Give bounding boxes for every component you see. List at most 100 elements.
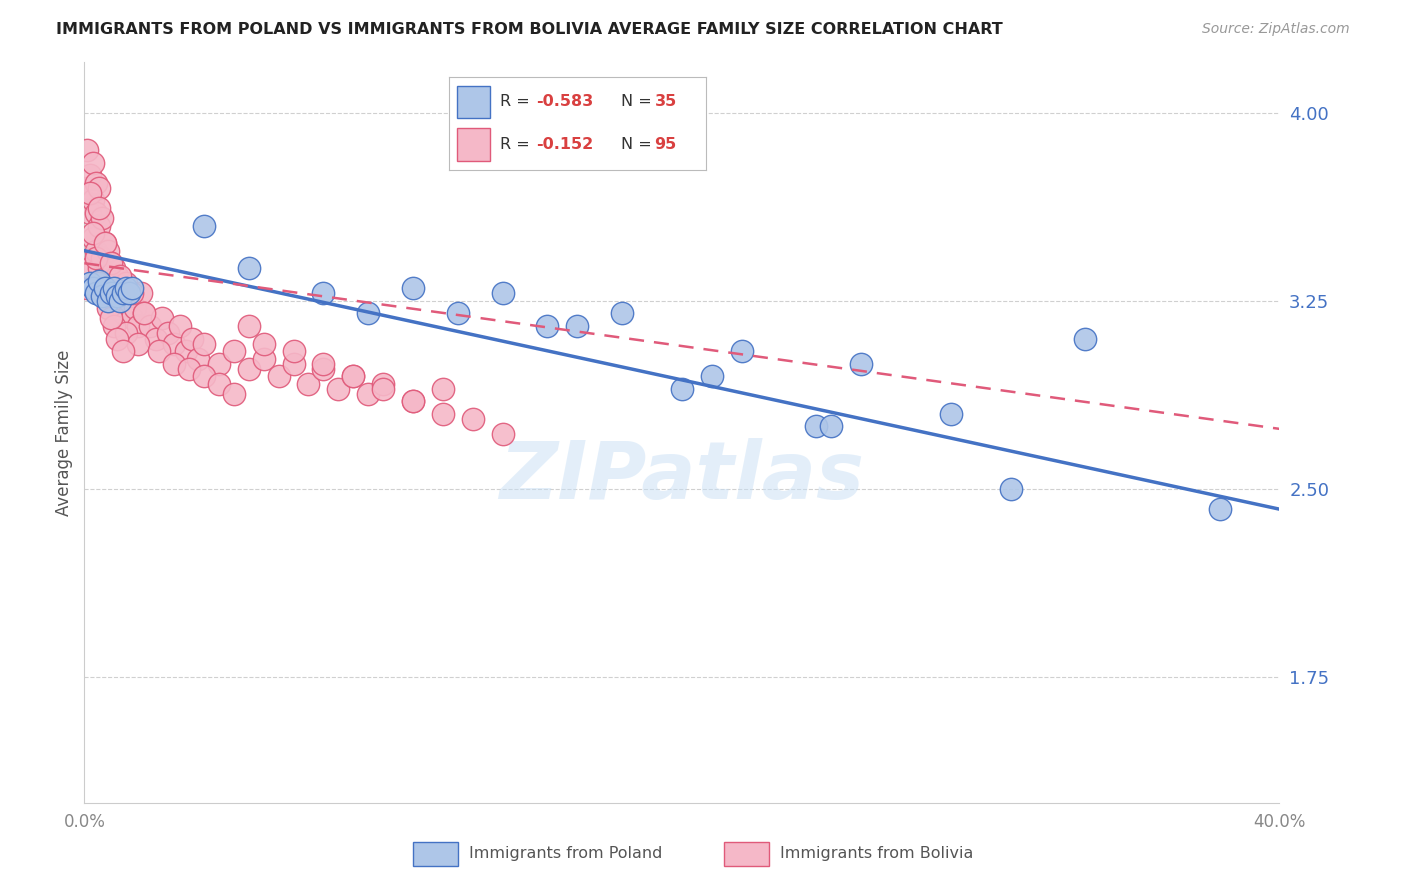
Point <box>127 318 149 333</box>
Point <box>86 251 108 265</box>
Point <box>820 419 842 434</box>
Point <box>91 211 114 225</box>
Point <box>86 244 108 258</box>
Point <box>402 394 425 409</box>
Point <box>169 318 191 333</box>
Point <box>103 261 125 276</box>
Point <box>79 169 101 183</box>
Point <box>357 386 380 401</box>
Point <box>100 286 122 301</box>
Point <box>312 357 335 371</box>
Point <box>100 256 122 270</box>
Point <box>492 426 515 441</box>
Point <box>94 236 117 251</box>
Point <box>297 376 319 391</box>
Point <box>115 281 138 295</box>
Point <box>79 261 101 276</box>
Point <box>163 336 186 351</box>
Point <box>148 344 170 359</box>
Text: Immigrants from Poland: Immigrants from Poland <box>470 847 662 862</box>
Point <box>193 369 215 384</box>
Point <box>97 293 120 308</box>
Point <box>89 201 111 215</box>
Point <box>86 176 108 190</box>
Point <box>312 361 335 376</box>
Point <box>115 277 138 291</box>
Point <box>193 219 215 233</box>
Point <box>89 261 111 276</box>
Point <box>492 286 515 301</box>
Point <box>671 382 693 396</box>
Bar <box>724 842 769 866</box>
Point <box>373 376 395 391</box>
Y-axis label: Average Family Size: Average Family Size <box>55 350 73 516</box>
Point <box>208 357 231 371</box>
Point <box>177 361 200 376</box>
Point <box>89 277 111 291</box>
Point <box>132 306 156 320</box>
Point <box>82 156 104 170</box>
Point <box>150 311 173 326</box>
Point <box>283 344 305 359</box>
Point <box>238 318 260 333</box>
Point <box>110 286 132 301</box>
Point <box>97 281 120 295</box>
Point <box>402 394 425 409</box>
Point <box>82 226 104 240</box>
Point <box>139 318 162 333</box>
Point <box>145 331 167 345</box>
Point <box>121 281 143 295</box>
Bar <box>413 842 458 866</box>
Point <box>193 336 215 351</box>
Point <box>110 268 132 283</box>
Point <box>174 344 197 359</box>
Point <box>110 293 132 308</box>
Point <box>238 361 260 376</box>
Point <box>112 344 135 359</box>
Point <box>731 344 754 359</box>
Point <box>89 274 111 288</box>
Point <box>253 351 276 366</box>
Text: Immigrants from Bolivia: Immigrants from Bolivia <box>780 847 973 862</box>
Point <box>851 357 873 371</box>
Point <box>82 194 104 208</box>
Point <box>283 357 305 371</box>
Point <box>94 281 117 295</box>
Point <box>105 268 128 283</box>
Point <box>82 231 104 245</box>
Point <box>1209 502 1232 516</box>
Point <box>97 244 120 258</box>
Point <box>97 301 120 316</box>
Point <box>103 281 125 295</box>
Point <box>112 286 135 301</box>
Point <box>939 407 962 421</box>
Point <box>163 357 186 371</box>
Point <box>208 376 231 391</box>
Point <box>129 286 152 301</box>
Point <box>806 419 828 434</box>
Point <box>253 336 276 351</box>
Point <box>86 286 108 301</box>
Point <box>432 382 454 396</box>
Point <box>79 186 101 200</box>
Point <box>94 286 117 301</box>
Point <box>79 277 101 291</box>
Point <box>447 306 470 320</box>
Point <box>100 256 122 270</box>
Point <box>100 286 122 301</box>
Point <box>700 369 723 384</box>
Point <box>76 281 98 295</box>
Text: IMMIGRANTS FROM POLAND VS IMMIGRANTS FROM BOLIVIA AVERAGE FAMILY SIZE CORRELATIO: IMMIGRANTS FROM POLAND VS IMMIGRANTS FRO… <box>56 22 1002 37</box>
Point <box>373 382 395 396</box>
Point <box>132 306 156 320</box>
Point <box>1074 331 1097 345</box>
Point <box>267 369 290 384</box>
Point <box>82 281 104 295</box>
Point <box>79 206 101 220</box>
Point <box>103 318 125 333</box>
Point <box>112 306 135 320</box>
Point <box>157 326 180 341</box>
Point <box>127 336 149 351</box>
Point <box>402 281 425 295</box>
Point <box>94 236 117 251</box>
